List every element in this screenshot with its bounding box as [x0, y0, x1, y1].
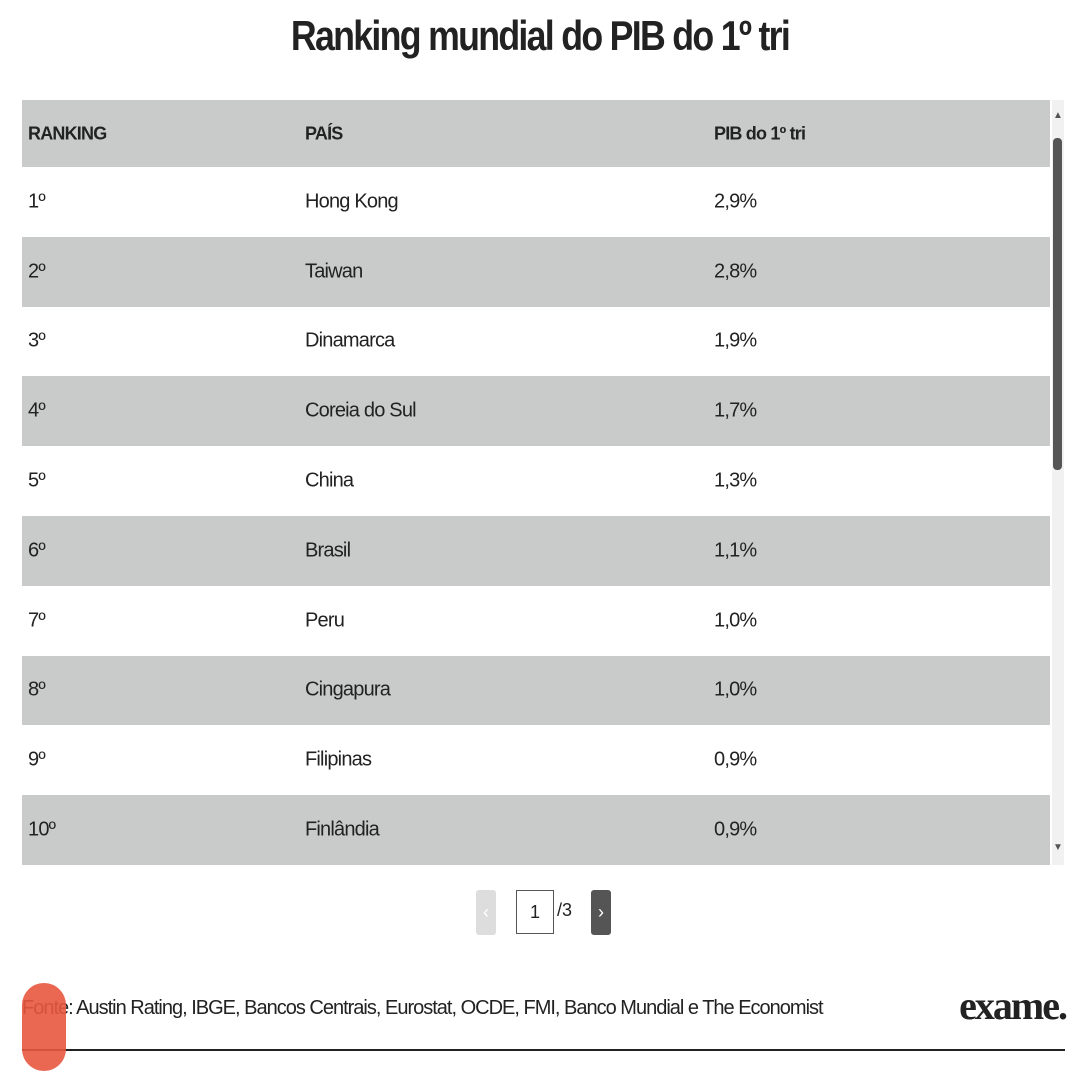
source: Fonte: Austin Rating, IBGE, Bancos Centr… — [22, 997, 824, 1019]
table-cell: 1,3% — [714, 469, 757, 492]
table-cell: 10º — [28, 818, 56, 841]
footer-rule — [22, 1049, 1065, 1051]
logo: exame. — [959, 983, 1068, 1028]
table-cell: Finlândia — [305, 818, 380, 841]
table-cell: Dinamarca — [305, 329, 395, 352]
page-total: /3 — [557, 900, 573, 920]
table-row: 8º Cingapura 1,0% — [22, 655, 1050, 726]
table-cell: 1º — [28, 190, 46, 213]
next-button[interactable]: › — [591, 890, 611, 935]
table-cell: 0,9% — [714, 818, 757, 841]
table-cell: 1,7% — [714, 399, 757, 422]
table-cell: 4º — [28, 399, 46, 422]
table-cell: Cingapura — [305, 678, 391, 701]
table-cell: 1,9% — [714, 329, 757, 352]
table-cell: 2,9% — [714, 190, 757, 213]
table-row: 4º Coreia do Sul 1,7% — [22, 376, 1050, 447]
column-header: PIB do 1º tri — [714, 123, 806, 143]
table-cell: 1,0% — [714, 678, 757, 701]
table-cell: 3º — [28, 329, 46, 352]
header-row: RANKING PAÍS PIB do 1º tri — [22, 100, 1050, 167]
table-cell: 0,9% — [714, 748, 757, 771]
table-cell: 7º — [28, 609, 46, 632]
table-cell: China — [305, 469, 354, 492]
prev-button[interactable]: ‹ — [476, 890, 496, 935]
table-cell: 1,1% — [714, 539, 757, 562]
table-row: 1º Hong Kong 2,9% — [22, 167, 1050, 237]
scroll-up[interactable]: ▲ — [1053, 110, 1063, 121]
table-cell: Hong Kong — [305, 190, 399, 213]
table-cell: 6º — [28, 539, 46, 562]
table-row: 2º Taiwan 2,8% — [22, 236, 1050, 307]
table: RANKING PAÍS PIB do 1º tri 1º Hong Kong 2,9% 2… — [22, 100, 1050, 865]
page-input[interactable]: 1 — [516, 890, 554, 934]
cookie-button[interactable] — [22, 983, 66, 1071]
table-row: 7º Peru 1,0% — [22, 586, 1050, 656]
table-cell: 8º — [28, 678, 46, 701]
table-row: 3º Dinamarca 1,9% — [22, 307, 1050, 377]
scrollbar-thumb[interactable] — [1053, 138, 1062, 470]
column-header: RANKING — [28, 123, 107, 143]
table-cell: 5º — [28, 469, 46, 492]
table-cell: 9º — [28, 748, 46, 771]
table-row: 5º China 1,3% — [22, 446, 1050, 516]
table-cell: Coreia do Sul — [305, 399, 417, 422]
table-cell: Peru — [305, 609, 345, 632]
table-cell: 2º — [28, 260, 46, 283]
column-header: PAÍS — [305, 123, 343, 143]
scroll-down[interactable]: ▼ — [1053, 842, 1063, 853]
table-cell: 2,8% — [714, 260, 757, 283]
table-cell: Filipinas — [305, 748, 372, 771]
table-cell: 1,0% — [714, 609, 757, 632]
title: Ranking mundial do PIB do 1º tri — [290, 12, 791, 59]
table-row: 6º Brasil 1,1% — [22, 515, 1050, 586]
table-row: 10º Finlândia 0,9% — [22, 795, 1050, 865]
table-cell: Taiwan — [305, 260, 363, 283]
table-row: 9º Filipinas 0,9% — [22, 725, 1050, 795]
table-cell: Brasil — [305, 539, 351, 562]
